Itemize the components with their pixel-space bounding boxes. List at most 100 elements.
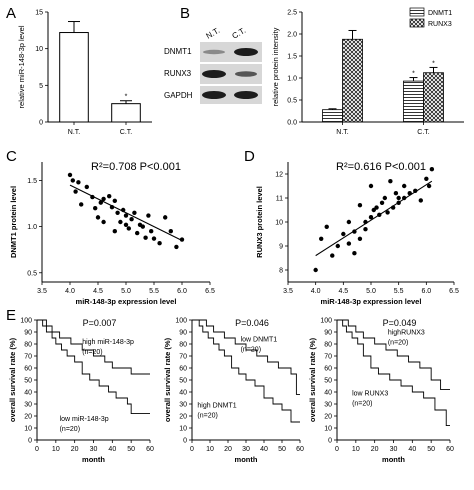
scatter-point xyxy=(79,202,84,207)
panel-letter-a: A xyxy=(6,5,16,22)
x-tick-label: 50 xyxy=(427,446,435,453)
x-tick-label: 50 xyxy=(278,446,286,453)
curve-label: (n=20) xyxy=(197,413,217,420)
scatter-point xyxy=(107,193,112,199)
x-axis-title: month xyxy=(382,455,405,464)
p-value: P=0.049 xyxy=(383,318,417,328)
bar xyxy=(322,109,343,123)
scatter-point xyxy=(374,205,379,210)
y-axis-title: relative protein intensity xyxy=(271,27,280,106)
curve-label: highRUNX3 xyxy=(388,329,425,336)
y-tick-label: 60 xyxy=(179,366,187,373)
scatter-point xyxy=(123,213,129,218)
y-tick-label: 1.5 xyxy=(27,178,37,185)
scatter-point xyxy=(385,210,390,215)
scatter-point xyxy=(363,227,368,232)
panel-letter-d: D xyxy=(244,148,255,165)
significance-mark: * xyxy=(125,94,128,101)
x-tick-label: 20 xyxy=(71,446,79,453)
x-tick-label: 3.5 xyxy=(283,288,293,295)
panel-letter-e: E xyxy=(6,307,16,324)
scatter-point xyxy=(98,200,104,205)
blot-row-dnmt1: DNMT1 xyxy=(164,47,192,56)
y-tick-label: 12 xyxy=(275,172,283,179)
scatter-point xyxy=(346,241,352,246)
y-tick-label: 10 xyxy=(35,46,43,53)
curve-label: (n=20) xyxy=(388,339,408,346)
scatter-point xyxy=(368,215,374,220)
x-tick-label: 30 xyxy=(242,446,250,453)
x-tick-label: C.T. xyxy=(417,129,430,136)
y-tick-label: 15 xyxy=(35,10,43,17)
regression-stats: R²=0.616 P<0.001 xyxy=(336,161,426,173)
y-tick-label: 60 xyxy=(24,366,32,373)
western-blot: N.T. C.T. DNMT1 RUNX3 GAPDH xyxy=(164,26,262,104)
curve-label: (n=20) xyxy=(82,349,102,356)
x-tick-label: 60 xyxy=(296,446,304,453)
y-axis-title: relative miR-148-3p level xyxy=(17,25,26,108)
scatter-point xyxy=(418,198,423,203)
y-tick-label: 70 xyxy=(24,354,32,361)
y-tick-label: 0 xyxy=(183,438,187,445)
y-tick-label: 80 xyxy=(24,342,32,349)
y-axis-title: DNMT1 protein level xyxy=(9,186,18,258)
scatter-point xyxy=(429,167,435,172)
scatter-point xyxy=(149,229,154,234)
x-tick-label: 10 xyxy=(206,446,214,453)
y-tick-label: 2.0 xyxy=(287,32,297,39)
scatter-point xyxy=(379,200,385,205)
scatter-point xyxy=(129,217,134,222)
scatter-point xyxy=(126,226,131,231)
x-axis-title: miR-148-3p expression level xyxy=(321,297,422,306)
y-tick-label: 2.5 xyxy=(287,10,297,17)
scatter-point xyxy=(112,229,118,234)
survival-curve xyxy=(37,319,150,415)
scatter-point xyxy=(330,253,335,258)
y-tick-label: 0 xyxy=(328,438,332,445)
x-tick-label: C.T. xyxy=(120,129,133,136)
y-tick-label: 80 xyxy=(324,342,332,349)
x-tick-label: 4.0 xyxy=(311,288,321,295)
x-tick-label: 5.5 xyxy=(149,288,159,295)
scatter-point xyxy=(179,237,185,242)
y-tick-label: 70 xyxy=(179,354,187,361)
y-tick-label: 0.5 xyxy=(287,98,297,105)
x-tick-label: 4.0 xyxy=(65,288,75,295)
band-runx3-nt xyxy=(202,70,226,78)
chart-a: 0 5 10 15 relative miR-148-3p level N.T. * C.T. xyxy=(17,10,152,136)
x-tick-label: 6.0 xyxy=(421,288,431,295)
x-tick-label: 0 xyxy=(335,446,339,453)
blot-row-gapdh: GAPDH xyxy=(164,91,193,100)
blot-strip-dnmt1 xyxy=(200,42,262,62)
x-tick-label: N.T. xyxy=(68,129,81,136)
x-tick-label: 10 xyxy=(52,446,60,453)
y-tick-label: 90 xyxy=(24,330,32,337)
chart-e3: 0 10 20 30 40 50 60 70 80 90 100 0 10 20 30 40 50 60 overa… xyxy=(308,318,454,465)
legend-swatch xyxy=(409,7,425,17)
scatter-point xyxy=(393,191,399,196)
y-tick-label: 50 xyxy=(24,378,32,385)
x-tick-label: 30 xyxy=(390,446,398,453)
x-tick-label: 60 xyxy=(146,446,154,453)
y-tick-label: 9 xyxy=(279,244,283,251)
p-value: P=0.007 xyxy=(83,318,117,328)
x-tick-label: 30 xyxy=(90,446,98,453)
y-tick-label: 50 xyxy=(179,378,187,385)
y-tick-label: 40 xyxy=(324,390,332,397)
scatter-point xyxy=(146,213,151,218)
y-tick-label: 30 xyxy=(324,402,332,409)
y-tick-label: 70 xyxy=(324,354,332,361)
y-tick-label: 80 xyxy=(179,342,187,349)
y-tick-label: 10 xyxy=(24,426,32,433)
y-tick-label: 1.0 xyxy=(287,76,297,83)
regression-line xyxy=(69,184,183,241)
bar xyxy=(111,103,141,123)
y-tick-label: 50 xyxy=(324,378,332,385)
scatter-point xyxy=(101,196,106,202)
scatter-point xyxy=(174,244,179,250)
chart-e1: 0 10 20 30 40 50 60 70 80 90 100 0 10 20 30 40 50 60 overa… xyxy=(8,318,154,465)
y-tick-label: 30 xyxy=(24,402,32,409)
scatter-point xyxy=(67,172,73,178)
y-tick-label: 60 xyxy=(324,366,332,373)
curve-label: high DNMT1 xyxy=(197,403,236,410)
